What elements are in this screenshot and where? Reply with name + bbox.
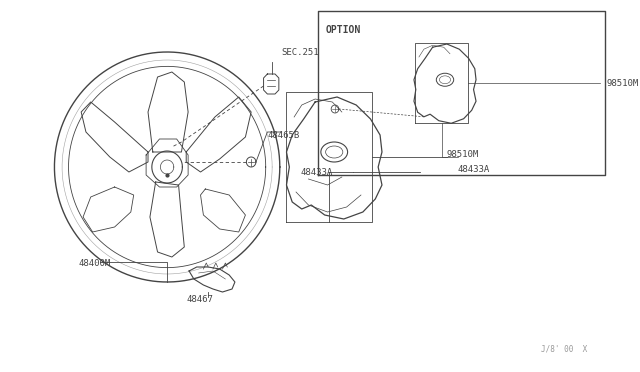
Text: OPTION: OPTION [326,25,361,35]
Text: 98510M: 98510M [607,78,639,87]
Text: 48467: 48467 [186,295,213,305]
Text: 48433A: 48433A [301,167,333,176]
Text: 48400M: 48400M [78,260,111,269]
Text: SEC.251: SEC.251 [282,48,319,57]
Text: 48433A: 48433A [458,165,490,174]
Text: 48465B: 48465B [268,131,300,140]
Text: 98510M: 98510M [447,150,479,158]
Text: J/8' 00  X: J/8' 00 X [541,345,588,354]
